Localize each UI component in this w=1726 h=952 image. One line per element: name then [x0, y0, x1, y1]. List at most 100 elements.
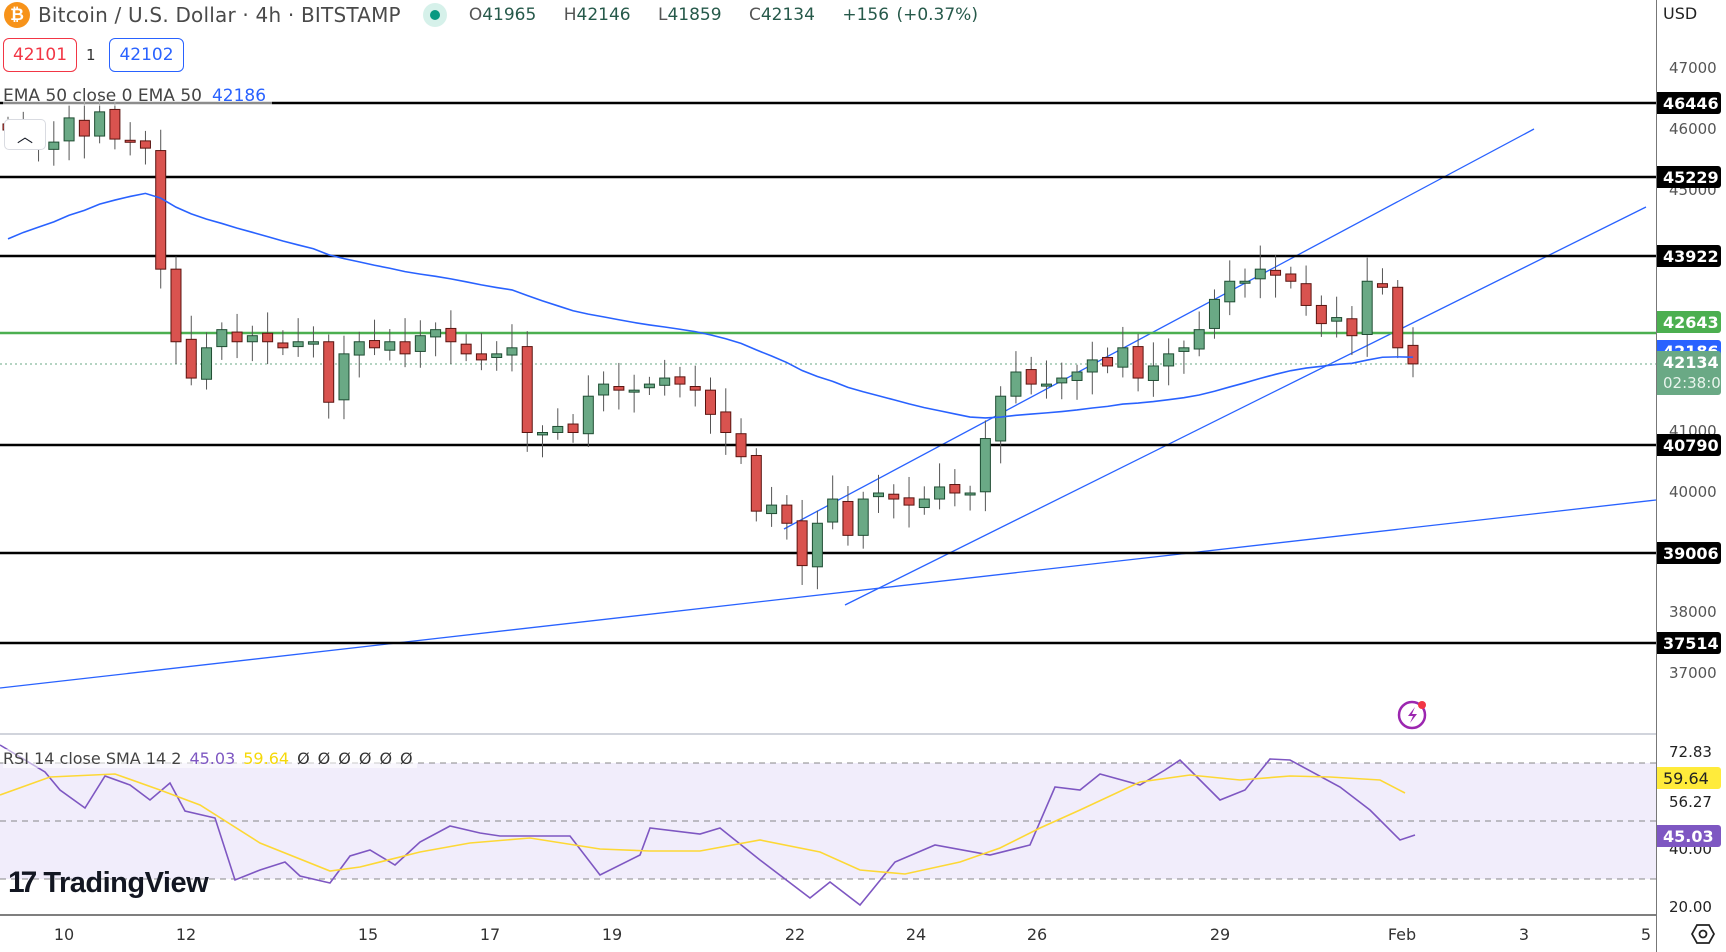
candle — [292, 341, 304, 348]
candle — [124, 139, 136, 143]
symbol-title[interactable]: Bitcoin / U.S. Dollar · 4h · BITSTAMP — [38, 3, 401, 27]
candle — [338, 353, 350, 401]
candle — [613, 386, 625, 391]
gear-icon — [1691, 924, 1715, 944]
sell-button[interactable]: 42101 — [3, 38, 77, 72]
candle — [659, 377, 671, 386]
change-value: +156 (+0.37%) — [842, 5, 978, 25]
candle — [857, 498, 869, 536]
candle — [1208, 298, 1220, 329]
candle — [63, 117, 75, 142]
channel-upper-line — [783, 128, 1535, 530]
price-tick: 37000 — [1669, 664, 1717, 682]
candle — [185, 338, 197, 379]
level-price-tag: 40790 — [1657, 434, 1721, 456]
ema-legend-label: EMA 50 close 0 EMA 50 — [3, 86, 202, 106]
candle — [689, 386, 701, 391]
price-tick: 40000 — [1669, 483, 1717, 501]
rsi-sma-line — [0, 773, 1406, 875]
candle — [430, 329, 442, 338]
candle — [567, 423, 579, 433]
ohlc-values: O41965 H42146 L41859 C42134 +156 (+0.37%… — [468, 5, 978, 25]
time-tick: 10 — [53, 925, 75, 944]
open-value: 41965 — [482, 5, 537, 25]
candle — [445, 327, 457, 343]
flash-alert-button[interactable] — [1396, 697, 1430, 731]
candle — [1270, 269, 1282, 276]
candle — [781, 504, 793, 524]
candle — [827, 498, 839, 523]
candle — [109, 108, 121, 140]
collapse-legend-button[interactable]: ︿ — [4, 119, 46, 150]
candle — [1040, 383, 1052, 387]
candle — [643, 383, 655, 389]
candle — [475, 353, 487, 361]
candle — [934, 486, 946, 500]
price-tick: 47000 — [1669, 59, 1717, 77]
currency-label[interactable]: USD — [1663, 4, 1698, 23]
rsi-value-tag: 45.03 — [1657, 825, 1721, 847]
high-value: 42146 — [576, 5, 631, 25]
candle — [323, 341, 335, 403]
candle — [1132, 346, 1144, 379]
candle — [521, 346, 533, 433]
candle — [1025, 369, 1037, 385]
candle — [552, 425, 564, 434]
time-tick: 3 — [1518, 925, 1530, 944]
rsi-tick: 72.83 — [1669, 743, 1712, 761]
candle — [1376, 283, 1388, 288]
candle — [1086, 359, 1098, 373]
candle — [246, 335, 258, 343]
green-level-tag: 42643 — [1657, 311, 1721, 333]
chevron-up-icon: ︿ — [16, 126, 33, 146]
candle — [1178, 347, 1190, 352]
candle — [1071, 371, 1083, 381]
rsi-legend-value: 45.03 — [189, 749, 236, 768]
candle — [414, 335, 426, 352]
time-tick: 22 — [784, 925, 806, 944]
rsi-legend-label: RSI 14 close SMA 14 2 — [3, 749, 182, 768]
candle — [369, 340, 381, 349]
time-tick: 19 — [601, 925, 623, 944]
last-price-tag: 42134 02:38:0 — [1657, 351, 1721, 395]
ema-legend-value: 42186 — [211, 86, 267, 106]
price-tick: 38000 — [1669, 603, 1717, 621]
support-trendline — [0, 499, 1657, 689]
candle — [170, 268, 182, 343]
candle — [1331, 317, 1343, 322]
candle — [995, 395, 1007, 442]
rsi-sma-legend-value: 59.64 — [243, 749, 290, 768]
time-tick: 12 — [175, 925, 197, 944]
time-tick: 15 — [357, 925, 379, 944]
level-price-tag: 43922 — [1657, 245, 1721, 267]
rsi-legend[interactable]: RSI 14 close SMA 14 2 45.03 59.64 Ø Ø Ø Ø Ø Ø — [3, 749, 417, 768]
time-tick: 17 — [479, 925, 501, 944]
time-tick: 5 — [1640, 925, 1652, 944]
candle — [1346, 318, 1358, 337]
candle — [1010, 371, 1022, 397]
candle — [307, 341, 319, 345]
market-status-icon — [422, 3, 447, 27]
level-price-tag: 37514 — [1657, 632, 1721, 654]
candle — [1254, 268, 1266, 280]
buy-button[interactable]: 42102 — [109, 38, 184, 72]
level-price-tag: 46446 — [1657, 92, 1721, 114]
ema-legend[interactable]: EMA 50 close 0 EMA 50 42186 — [3, 86, 273, 106]
candle — [1315, 304, 1327, 325]
candle — [720, 411, 732, 433]
candle — [491, 353, 503, 358]
price-tick: 46000 — [1669, 120, 1717, 138]
candle — [1056, 377, 1068, 384]
candle — [1224, 280, 1236, 303]
low-value: 41859 — [667, 5, 722, 25]
price-axis[interactable] — [1656, 0, 1726, 952]
settings-button[interactable] — [1690, 922, 1716, 946]
bitcoin-icon: ₿ — [4, 2, 30, 28]
candle — [949, 484, 961, 494]
candle — [979, 438, 991, 493]
candle — [201, 347, 213, 380]
close-value: 42134 — [760, 5, 815, 25]
tradingview-logo[interactable]: 17 TradingView — [8, 866, 209, 899]
symbol-header: ₿ Bitcoin / U.S. Dollar · 4h · BITSTAMP … — [0, 0, 988, 30]
